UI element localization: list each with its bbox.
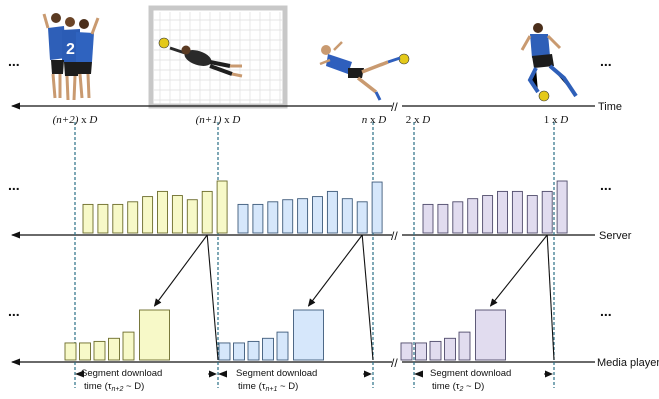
download-time-labels: Segment download time (τn+2 ~ D) Segment…: [75, 368, 553, 393]
request-line-2: [546, 234, 555, 361]
server-segment-bar: [237, 203, 249, 234]
player-segment-bar: [218, 342, 231, 361]
server-segment-bar: [422, 203, 434, 234]
server-segment-bar: [437, 203, 449, 234]
server-axis-label: Server: [599, 230, 632, 242]
server-segment-bar: [556, 180, 568, 234]
server-segment-bar: [326, 190, 338, 234]
server-segment-bar: [216, 180, 228, 234]
time-mark-1: 1 x D: [544, 114, 569, 126]
download-arrows: [153, 234, 555, 361]
player-segment-bar: [79, 342, 91, 361]
download-label-line2: time (τn+1 ~ D): [238, 381, 298, 393]
time-mark-n: n x D: [362, 114, 387, 126]
player-segment-bar: [108, 337, 120, 361]
player-segment-bar: [458, 331, 471, 361]
time-axis-label: Time: [598, 101, 622, 113]
player-downloading-segment: [139, 309, 170, 361]
ellipsis-time-right: ...: [600, 53, 612, 69]
download-label-line1: Segment download: [430, 368, 511, 379]
break-mark-player: //: [391, 356, 398, 370]
svg-text:2: 2: [66, 41, 75, 58]
break-mark-time: //: [391, 100, 398, 114]
player-axis-label: Media player: [597, 357, 659, 369]
download-label-line1: Segment download: [236, 368, 317, 379]
running-player-illustration: [520, 23, 578, 102]
server-segment-bar: [171, 195, 183, 234]
download-label-n-plus-2: Segment download time (τn+2 ~ D): [75, 368, 217, 393]
segment-bars: [64, 180, 568, 361]
player-segment-bar: [400, 342, 413, 361]
ellipsis-player-left: ...: [8, 303, 20, 319]
ellipsis-time-left: ...: [8, 53, 20, 69]
server-segment-bar: [97, 203, 109, 234]
request-line-n-plus-1: [361, 234, 374, 361]
server-segment-bar: [252, 203, 264, 234]
player-segment-bar: [64, 342, 77, 361]
server-segment-bar: [341, 198, 353, 234]
ellipsis-server-right: ...: [600, 177, 612, 193]
player-segment-bar: [429, 340, 442, 361]
server-segment-bar: [467, 198, 479, 234]
player-downloading-segment: [293, 309, 324, 361]
celebrating-players-illustration: 2: [42, 13, 100, 101]
goal-net-illustration: [148, 5, 288, 109]
server-segment-bar: [82, 203, 94, 234]
axes: [11, 102, 595, 366]
request-line-n-plus-2: [206, 234, 219, 361]
ellipses: ... ... ... ... ... ...: [8, 53, 612, 319]
server-segment-bar: [157, 190, 168, 234]
player-segment-bar: [444, 337, 456, 361]
ellipsis-player-right: ...: [600, 303, 612, 319]
time-mark-n-plus-1: (n+1) x D: [196, 114, 241, 126]
player-downloading-segment: [475, 309, 506, 361]
server-segment-bar: [112, 203, 124, 234]
server-segment-bar: [356, 201, 368, 234]
server-segment-bar: [186, 199, 198, 234]
download-arrow-2: [489, 234, 548, 307]
time-marks: (n+2) x D (n+1) x D n x D 2 x D 1 x D: [53, 114, 569, 126]
player-segment-bar: [262, 337, 274, 361]
server-segment-bar: [526, 195, 538, 234]
server-segment-bar: [511, 190, 523, 234]
server-segment-bar: [452, 201, 464, 234]
server-segment-bar: [371, 181, 383, 234]
download-label-line2: time (τ2 ~ D): [432, 381, 484, 393]
server-segment-bar: [282, 199, 294, 234]
server-segment-bar: [482, 195, 494, 234]
download-arrow-n-plus-2: [153, 234, 208, 307]
server-segment-bar: [312, 196, 323, 234]
player-segment-bar: [415, 342, 427, 361]
player-segment-bar: [122, 331, 135, 361]
server-segment-bar: [267, 201, 279, 234]
download-label-n-plus-1: Segment download time (τn+1 ~ D): [218, 368, 372, 393]
server-segment-bar: [297, 198, 309, 234]
download-arrow-n-plus-1: [307, 234, 363, 307]
time-mark-2: 2 x D: [406, 114, 431, 126]
ellipsis-server-left: ...: [8, 177, 20, 193]
player-segment-bar: [247, 340, 260, 361]
server-segment-bar: [201, 190, 213, 234]
break-mark-server: //: [391, 229, 398, 243]
player-segment-bar: [276, 331, 289, 361]
time-mark-n-plus-2: (n+2) x D: [53, 114, 98, 126]
server-segment-bar: [541, 190, 553, 234]
server-segment-bar: [497, 190, 508, 234]
download-label-line1: Segment download: [81, 368, 162, 379]
server-segment-bar: [127, 201, 139, 234]
player-segment-bar: [233, 342, 245, 361]
server-segment-bar: [142, 196, 154, 234]
axis-breaks: // // //: [391, 100, 402, 370]
download-label-2: Segment download time (τ2 ~ D): [414, 368, 553, 393]
bicycle-kick-player-illustration: [319, 41, 410, 101]
download-label-line2: time (τn+2 ~ D): [84, 381, 144, 393]
player-segment-bar: [93, 340, 106, 361]
